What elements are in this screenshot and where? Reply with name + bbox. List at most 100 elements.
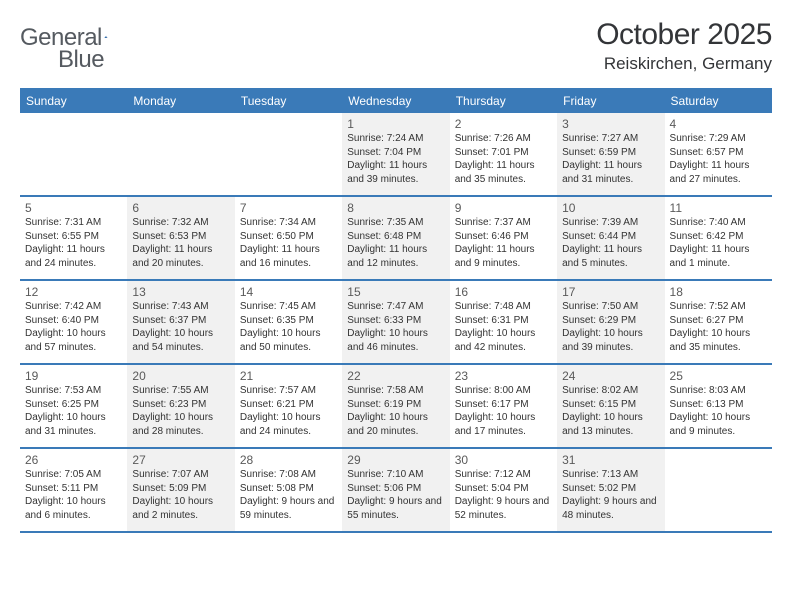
sunset-text: Sunset: 6:40 PM [25, 314, 122, 328]
daylight-text: Daylight: 11 hours and 16 minutes. [240, 243, 337, 270]
day-cell: 1Sunrise: 7:24 AMSunset: 7:04 PMDaylight… [342, 113, 449, 195]
dow-monday: Monday [127, 90, 234, 113]
daylight-text: Daylight: 10 hours and 28 minutes. [132, 411, 229, 438]
sunrise-text: Sunrise: 8:03 AM [670, 384, 767, 398]
day-info: Sunrise: 7:12 AMSunset: 5:04 PMDaylight:… [455, 468, 552, 522]
sunset-text: Sunset: 6:25 PM [25, 398, 122, 412]
week-row: 5Sunrise: 7:31 AMSunset: 6:55 PMDaylight… [20, 197, 772, 281]
daylight-text: Daylight: 11 hours and 1 minute. [670, 243, 767, 270]
day-number: 29 [347, 453, 444, 467]
day-cell: 7Sunrise: 7:34 AMSunset: 6:50 PMDaylight… [235, 197, 342, 279]
sunset-text: Sunset: 5:11 PM [25, 482, 122, 496]
calendar-page: General October 2025 Reiskirchen, German… [0, 0, 792, 533]
sunrise-text: Sunrise: 7:48 AM [455, 300, 552, 314]
day-cell: 15Sunrise: 7:47 AMSunset: 6:33 PMDayligh… [342, 281, 449, 363]
day-info: Sunrise: 8:03 AMSunset: 6:13 PMDaylight:… [670, 384, 767, 438]
sunrise-text: Sunrise: 8:00 AM [455, 384, 552, 398]
day-info: Sunrise: 7:13 AMSunset: 5:02 PMDaylight:… [562, 468, 659, 522]
sunset-text: Sunset: 6:59 PM [562, 146, 659, 160]
sail-icon [104, 28, 108, 46]
day-cell: 23Sunrise: 8:00 AMSunset: 6:17 PMDayligh… [450, 365, 557, 447]
day-info: Sunrise: 7:43 AMSunset: 6:37 PMDaylight:… [132, 300, 229, 354]
daylight-text: Daylight: 10 hours and 46 minutes. [347, 327, 444, 354]
day-number: 22 [347, 369, 444, 383]
day-number: 24 [562, 369, 659, 383]
day-cell: 3Sunrise: 7:27 AMSunset: 6:59 PMDaylight… [557, 113, 664, 195]
day-info: Sunrise: 7:57 AMSunset: 6:21 PMDaylight:… [240, 384, 337, 438]
day-cell: 2Sunrise: 7:26 AMSunset: 7:01 PMDaylight… [450, 113, 557, 195]
sunrise-text: Sunrise: 7:26 AM [455, 132, 552, 146]
day-number: 4 [670, 117, 767, 131]
day-number: 20 [132, 369, 229, 383]
sunrise-text: Sunrise: 7:10 AM [347, 468, 444, 482]
daylight-text: Daylight: 10 hours and 31 minutes. [25, 411, 122, 438]
day-info: Sunrise: 7:07 AMSunset: 5:09 PMDaylight:… [132, 468, 229, 522]
sunrise-text: Sunrise: 7:13 AM [562, 468, 659, 482]
day-info: Sunrise: 7:48 AMSunset: 6:31 PMDaylight:… [455, 300, 552, 354]
day-cell: 22Sunrise: 7:58 AMSunset: 6:19 PMDayligh… [342, 365, 449, 447]
sunrise-text: Sunrise: 7:24 AM [347, 132, 444, 146]
day-info: Sunrise: 7:32 AMSunset: 6:53 PMDaylight:… [132, 216, 229, 270]
day-info: Sunrise: 7:10 AMSunset: 5:06 PMDaylight:… [347, 468, 444, 522]
sunset-text: Sunset: 6:27 PM [670, 314, 767, 328]
sunrise-text: Sunrise: 7:47 AM [347, 300, 444, 314]
day-number: 19 [25, 369, 122, 383]
day-cell: 24Sunrise: 8:02 AMSunset: 6:15 PMDayligh… [557, 365, 664, 447]
day-info: Sunrise: 7:37 AMSunset: 6:46 PMDaylight:… [455, 216, 552, 270]
dow-friday: Friday [557, 90, 664, 113]
day-cell: 27Sunrise: 7:07 AMSunset: 5:09 PMDayligh… [127, 449, 234, 531]
sunset-text: Sunset: 6:55 PM [25, 230, 122, 244]
daylight-text: Daylight: 11 hours and 35 minutes. [455, 159, 552, 186]
day-info: Sunrise: 7:50 AMSunset: 6:29 PMDaylight:… [562, 300, 659, 354]
sunset-text: Sunset: 6:19 PM [347, 398, 444, 412]
day-number: 21 [240, 369, 337, 383]
sunset-text: Sunset: 6:13 PM [670, 398, 767, 412]
sunset-text: Sunset: 6:33 PM [347, 314, 444, 328]
day-cell: 21Sunrise: 7:57 AMSunset: 6:21 PMDayligh… [235, 365, 342, 447]
day-number: 9 [455, 201, 552, 215]
dow-sunday: Sunday [20, 90, 127, 113]
day-number: 26 [25, 453, 122, 467]
dow-saturday: Saturday [665, 90, 772, 113]
day-number: 8 [347, 201, 444, 215]
day-number: 27 [132, 453, 229, 467]
sunrise-text: Sunrise: 7:40 AM [670, 216, 767, 230]
daylight-text: Daylight: 10 hours and 17 minutes. [455, 411, 552, 438]
sunset-text: Sunset: 6:46 PM [455, 230, 552, 244]
sunset-text: Sunset: 6:57 PM [670, 146, 767, 160]
sunset-text: Sunset: 6:15 PM [562, 398, 659, 412]
day-cell: 11Sunrise: 7:40 AMSunset: 6:42 PMDayligh… [665, 197, 772, 279]
day-info: Sunrise: 7:39 AMSunset: 6:44 PMDaylight:… [562, 216, 659, 270]
daylight-text: Daylight: 11 hours and 31 minutes. [562, 159, 659, 186]
day-number: 18 [670, 285, 767, 299]
daylight-text: Daylight: 11 hours and 20 minutes. [132, 243, 229, 270]
day-number: 7 [240, 201, 337, 215]
day-cell: 8Sunrise: 7:35 AMSunset: 6:48 PMDaylight… [342, 197, 449, 279]
daylight-text: Daylight: 11 hours and 9 minutes. [455, 243, 552, 270]
sunset-text: Sunset: 6:31 PM [455, 314, 552, 328]
daylight-text: Daylight: 9 hours and 48 minutes. [562, 495, 659, 522]
sunset-text: Sunset: 5:06 PM [347, 482, 444, 496]
day-cell [20, 113, 127, 195]
day-cell: 17Sunrise: 7:50 AMSunset: 6:29 PMDayligh… [557, 281, 664, 363]
daylight-text: Daylight: 10 hours and 35 minutes. [670, 327, 767, 354]
sunrise-text: Sunrise: 7:05 AM [25, 468, 122, 482]
day-info: Sunrise: 7:26 AMSunset: 7:01 PMDaylight:… [455, 132, 552, 186]
daylight-text: Daylight: 11 hours and 39 minutes. [347, 159, 444, 186]
day-cell: 31Sunrise: 7:13 AMSunset: 5:02 PMDayligh… [557, 449, 664, 531]
day-info: Sunrise: 7:52 AMSunset: 6:27 PMDaylight:… [670, 300, 767, 354]
sunrise-text: Sunrise: 7:42 AM [25, 300, 122, 314]
day-cell: 26Sunrise: 7:05 AMSunset: 5:11 PMDayligh… [20, 449, 127, 531]
day-number: 11 [670, 201, 767, 215]
sunset-text: Sunset: 6:35 PM [240, 314, 337, 328]
sunrise-text: Sunrise: 7:39 AM [562, 216, 659, 230]
day-cell: 20Sunrise: 7:55 AMSunset: 6:23 PMDayligh… [127, 365, 234, 447]
day-cell: 18Sunrise: 7:52 AMSunset: 6:27 PMDayligh… [665, 281, 772, 363]
sunset-text: Sunset: 6:42 PM [670, 230, 767, 244]
daylight-text: Daylight: 10 hours and 39 minutes. [562, 327, 659, 354]
sunrise-text: Sunrise: 7:07 AM [132, 468, 229, 482]
sunrise-text: Sunrise: 7:52 AM [670, 300, 767, 314]
week-row: 19Sunrise: 7:53 AMSunset: 6:25 PMDayligh… [20, 365, 772, 449]
daylight-text: Daylight: 10 hours and 24 minutes. [240, 411, 337, 438]
day-number: 5 [25, 201, 122, 215]
